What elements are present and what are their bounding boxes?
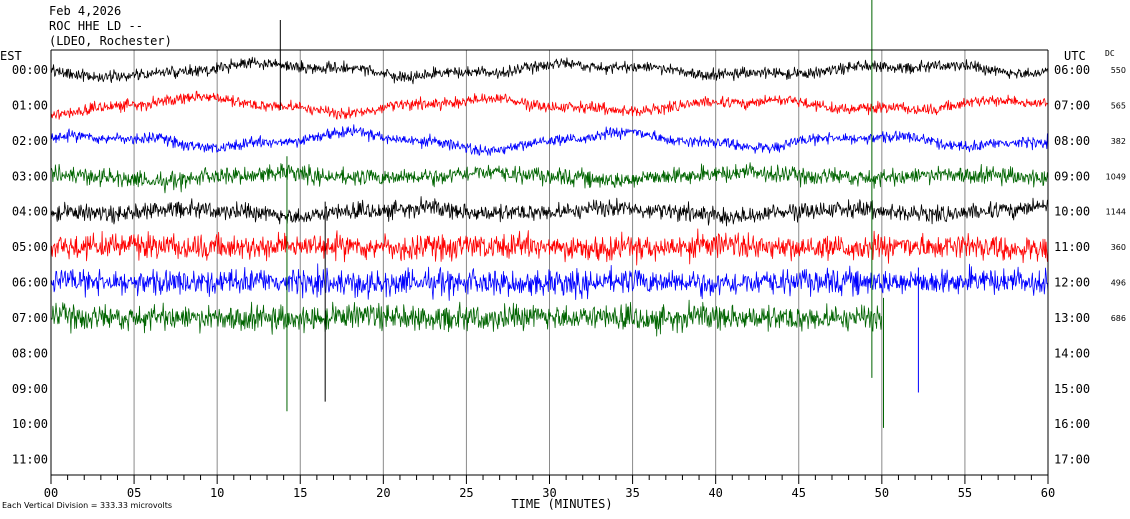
dc-offset-labels: 550 565 382 1049 1144 360 496 686 (1106, 66, 1126, 323)
utc-hour-11:00: 11:00 (1054, 240, 1090, 254)
utc-axis-title: UTC (1064, 49, 1086, 63)
network-label: (LDEO, Rochester) (49, 34, 172, 48)
utc-hour-14:00: 14:00 (1054, 346, 1090, 360)
est-hour-01:00: 01:00 (12, 98, 48, 112)
dc-offset-2: 382 (1111, 137, 1126, 146)
est-hour-03:00: 03:00 (12, 169, 48, 183)
dc-offset-5: 360 (1111, 243, 1126, 252)
trace-row-0 (50, 56, 1049, 85)
x-tick-label-55: 55 (958, 486, 972, 500)
est-hour-10:00: 10:00 (12, 417, 48, 431)
x-axis-ticks (50, 475, 1049, 484)
utc-hour-16:00: 16:00 (1054, 417, 1090, 431)
date-label: Feb 4,2026 (49, 4, 122, 18)
est-hour-labels: 00:00 01:00 02:00 03:00 04:00 05:00 06:00 07:00… (12, 63, 48, 467)
utc-hour-15:00: 15:00 (1054, 382, 1090, 396)
vertical-division-footnote: Each Vertical Division = 333.33 microvol… (2, 501, 173, 510)
trace-row-1 (50, 90, 1049, 120)
x-tick-label-10: 10 (210, 486, 224, 500)
x-tick-label-00: 00 (44, 486, 58, 500)
est-axis-title: EST (0, 49, 22, 63)
trace-row-6 (50, 263, 1049, 301)
est-hour-08:00: 08:00 (12, 346, 48, 360)
minute-gridlines (133, 50, 966, 475)
dc-offset-7: 686 (1111, 314, 1126, 323)
utc-hour-labels: 06:00 07:00 08:00 09:00 10:00 11:00 12:00 13:00… (1054, 63, 1090, 467)
dc-axis-title: DC (1105, 49, 1115, 58)
x-tick-label-45: 45 (792, 486, 806, 500)
est-hour-09:00: 09:00 (12, 382, 48, 396)
trace-row-3 (50, 162, 1049, 194)
x-tick-label-40: 40 (708, 486, 722, 500)
utc-hour-07:00: 07:00 (1054, 98, 1090, 112)
x-tick-label-15: 15 (293, 486, 307, 500)
seismic-traces (50, 0, 1049, 428)
x-tick-label-60: 60 (1041, 486, 1055, 500)
dc-offset-1: 565 (1111, 101, 1126, 110)
x-tick-label-30: 30 (542, 486, 556, 500)
est-hour-07:00: 07:00 (12, 311, 48, 325)
est-hour-05:00: 05:00 (12, 240, 48, 254)
x-tick-label-50: 50 (875, 486, 889, 500)
est-hour-00:00: 00:00 (12, 63, 48, 77)
est-hour-04:00: 04:00 (12, 205, 48, 219)
x-tick-label-20: 20 (376, 486, 390, 500)
utc-hour-10:00: 10:00 (1054, 205, 1090, 219)
dc-offset-4: 1144 (1106, 208, 1126, 217)
station-label: ROC HHE LD -- (49, 19, 143, 33)
utc-hour-08:00: 08:00 (1054, 134, 1090, 148)
dc-offset-0: 550 (1111, 66, 1126, 75)
trace-row-5 (50, 228, 1049, 266)
utc-hour-13:00: 13:00 (1054, 311, 1090, 325)
est-hour-11:00: 11:00 (12, 453, 48, 467)
x-tick-label-05: 05 (127, 486, 141, 500)
utc-hour-12:00: 12:00 (1054, 276, 1090, 290)
trace-row-7 (50, 299, 882, 337)
est-hour-02:00: 02:00 (12, 134, 48, 148)
est-hour-06:00: 06:00 (12, 276, 48, 290)
dc-offset-6: 496 (1111, 279, 1126, 288)
utc-hour-09:00: 09:00 (1054, 169, 1090, 183)
x-axis-label: TIME (MINUTES) (511, 497, 612, 511)
x-axis-tick-labels: 00 05 10 15 20 25 30 35 40 45 50 55 60 (44, 486, 1055, 500)
x-tick-label-25: 25 (459, 486, 473, 500)
x-tick-label-35: 35 (625, 486, 639, 500)
trace-row-4 (50, 196, 1049, 227)
dc-offset-3: 1049 (1106, 172, 1126, 181)
trace-row-2 (50, 124, 1049, 156)
utc-hour-06:00: 06:00 (1054, 63, 1090, 77)
utc-hour-17:00: 17:00 (1054, 453, 1090, 467)
